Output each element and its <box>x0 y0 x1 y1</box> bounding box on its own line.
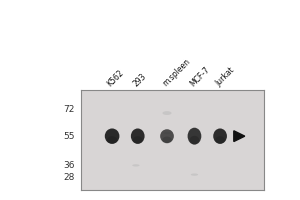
Polygon shape <box>234 131 245 142</box>
Ellipse shape <box>215 136 225 144</box>
Text: 293: 293 <box>131 71 148 88</box>
Text: Jurkat: Jurkat <box>214 66 236 88</box>
Ellipse shape <box>163 132 171 134</box>
Ellipse shape <box>191 173 198 176</box>
Text: MCF-7: MCF-7 <box>188 65 211 88</box>
Ellipse shape <box>190 136 199 144</box>
Text: K562: K562 <box>106 68 126 88</box>
Ellipse shape <box>107 136 117 144</box>
Text: 55: 55 <box>64 132 75 141</box>
Ellipse shape <box>105 128 119 144</box>
Text: 28: 28 <box>64 173 75 182</box>
Ellipse shape <box>213 128 227 144</box>
Text: m.spleen: m.spleen <box>160 57 192 88</box>
Text: 72: 72 <box>64 106 75 114</box>
Ellipse shape <box>132 164 140 167</box>
Ellipse shape <box>162 111 172 115</box>
Ellipse shape <box>131 128 145 144</box>
Ellipse shape <box>162 137 172 143</box>
Ellipse shape <box>160 129 174 143</box>
Ellipse shape <box>188 128 201 145</box>
Text: 36: 36 <box>64 161 75 170</box>
Ellipse shape <box>133 136 142 144</box>
